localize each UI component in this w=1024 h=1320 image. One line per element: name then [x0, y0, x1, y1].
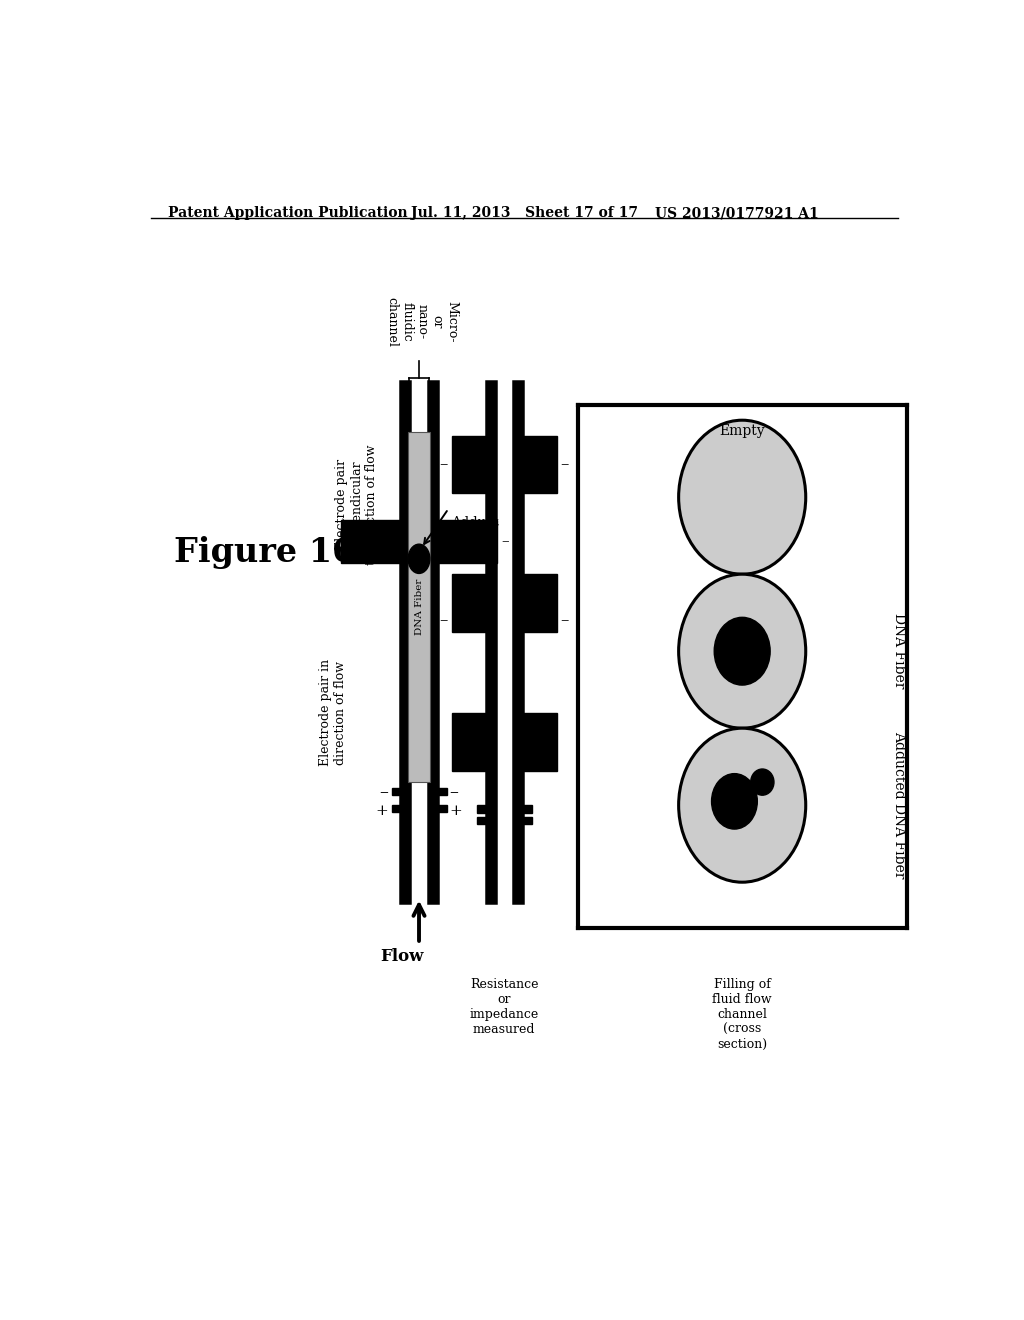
Text: DNA Fiber: DNA Fiber [415, 578, 424, 635]
Bar [452, 713, 490, 771]
Text: Figure 16: Figure 16 [174, 536, 356, 569]
Ellipse shape [714, 618, 770, 685]
Text: Patent Application Publication: Patent Application Publication [168, 206, 408, 220]
Text: +: + [387, 535, 400, 549]
Bar [432, 788, 446, 795]
Bar [391, 805, 406, 812]
Text: Filling of
fluid flow
channel
(cross
section): Filling of fluid flow channel (cross sec… [713, 978, 772, 1052]
Text: Adduct: Adduct [452, 516, 500, 529]
Text: Adducted DNA Fiber: Adducted DNA Fiber [892, 731, 906, 879]
Bar [435, 520, 497, 562]
Text: Electrode pair
perpendicular
to direction of flow: Electrode pair perpendicular to directio… [335, 445, 378, 565]
Ellipse shape [712, 774, 758, 829]
Text: +: + [450, 804, 463, 818]
Text: Micro-
or
nano-
fluidic
channel: Micro- or nano- fluidic channel [386, 297, 459, 347]
Text: Electrode pair in
direction of flow: Electrode pair in direction of flow [319, 659, 347, 767]
Bar [518, 805, 531, 813]
Text: –: – [439, 612, 449, 628]
Text: Resistance
or
impedance
measured: Resistance or impedance measured [470, 978, 539, 1036]
Text: +: + [376, 804, 388, 818]
Bar [518, 817, 531, 825]
Ellipse shape [679, 420, 806, 574]
Text: Jul. 11, 2013   Sheet 17 of 17: Jul. 11, 2013 Sheet 17 of 17 [411, 206, 638, 220]
Bar [518, 436, 557, 494]
Text: –: – [560, 612, 568, 628]
Bar [518, 713, 557, 771]
Ellipse shape [409, 544, 430, 573]
Text: –: – [560, 457, 568, 474]
Bar [518, 574, 557, 632]
Ellipse shape [751, 770, 774, 795]
Text: Flow: Flow [380, 948, 424, 965]
Bar [341, 520, 403, 562]
Bar [391, 788, 406, 795]
Ellipse shape [679, 729, 806, 882]
Text: –: – [439, 457, 449, 474]
Text: DNA Fiber: DNA Fiber [892, 614, 906, 689]
Bar [408, 432, 430, 781]
Ellipse shape [679, 574, 806, 729]
Text: –: – [450, 783, 459, 801]
Text: –: – [502, 535, 509, 549]
Text: –: – [380, 783, 388, 801]
Text: Empty: Empty [720, 424, 765, 438]
Bar [477, 817, 490, 825]
Bar [432, 805, 446, 812]
Bar [477, 805, 490, 813]
Text: US 2013/0177921 A1: US 2013/0177921 A1 [655, 206, 819, 220]
Bar [452, 436, 490, 494]
Bar [452, 574, 490, 632]
